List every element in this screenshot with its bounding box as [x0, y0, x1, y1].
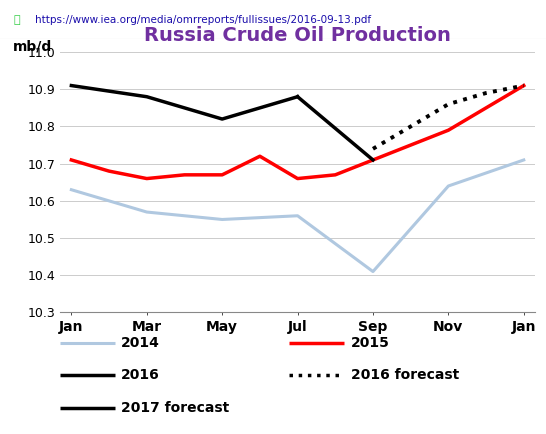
Text: 2015: 2015 — [351, 336, 389, 350]
Text: 2014: 2014 — [121, 336, 160, 350]
Text: 🔒: 🔒 — [14, 15, 20, 25]
Text: 2016: 2016 — [121, 368, 160, 382]
Text: https://www.iea.org/media/omrreports/fullissues/2016-09-13.pdf: https://www.iea.org/media/omrreports/ful… — [35, 15, 372, 25]
Text: 2017 forecast: 2017 forecast — [121, 401, 229, 415]
Text: 2016 forecast: 2016 forecast — [351, 368, 459, 382]
Text: mb/d: mb/d — [13, 39, 52, 53]
Title: Russia Crude Oil Production: Russia Crude Oil Production — [144, 26, 451, 45]
